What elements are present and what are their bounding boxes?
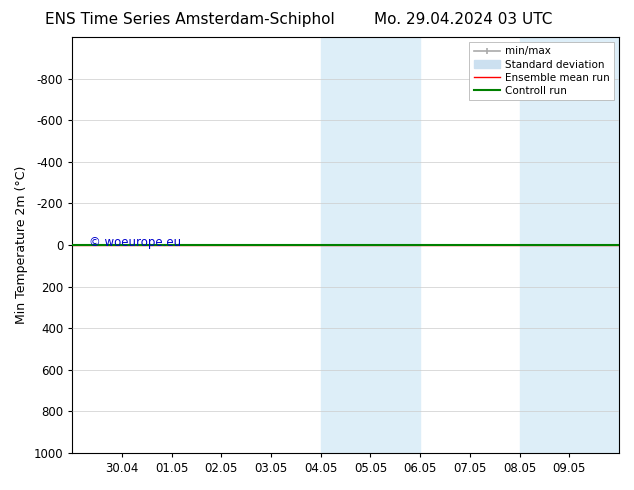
Y-axis label: Min Temperature 2m (°C): Min Temperature 2m (°C) — [15, 166, 28, 324]
Legend: min/max, Standard deviation, Ensemble mean run, Controll run: min/max, Standard deviation, Ensemble me… — [469, 42, 614, 100]
Bar — [321, 37, 420, 453]
Text: ENS Time Series Amsterdam-Schiphol: ENS Time Series Amsterdam-Schiphol — [45, 12, 335, 27]
Bar — [520, 37, 619, 453]
Text: Mo. 29.04.2024 03 UTC: Mo. 29.04.2024 03 UTC — [373, 12, 552, 27]
Text: © woeurope.eu: © woeurope.eu — [89, 237, 181, 249]
